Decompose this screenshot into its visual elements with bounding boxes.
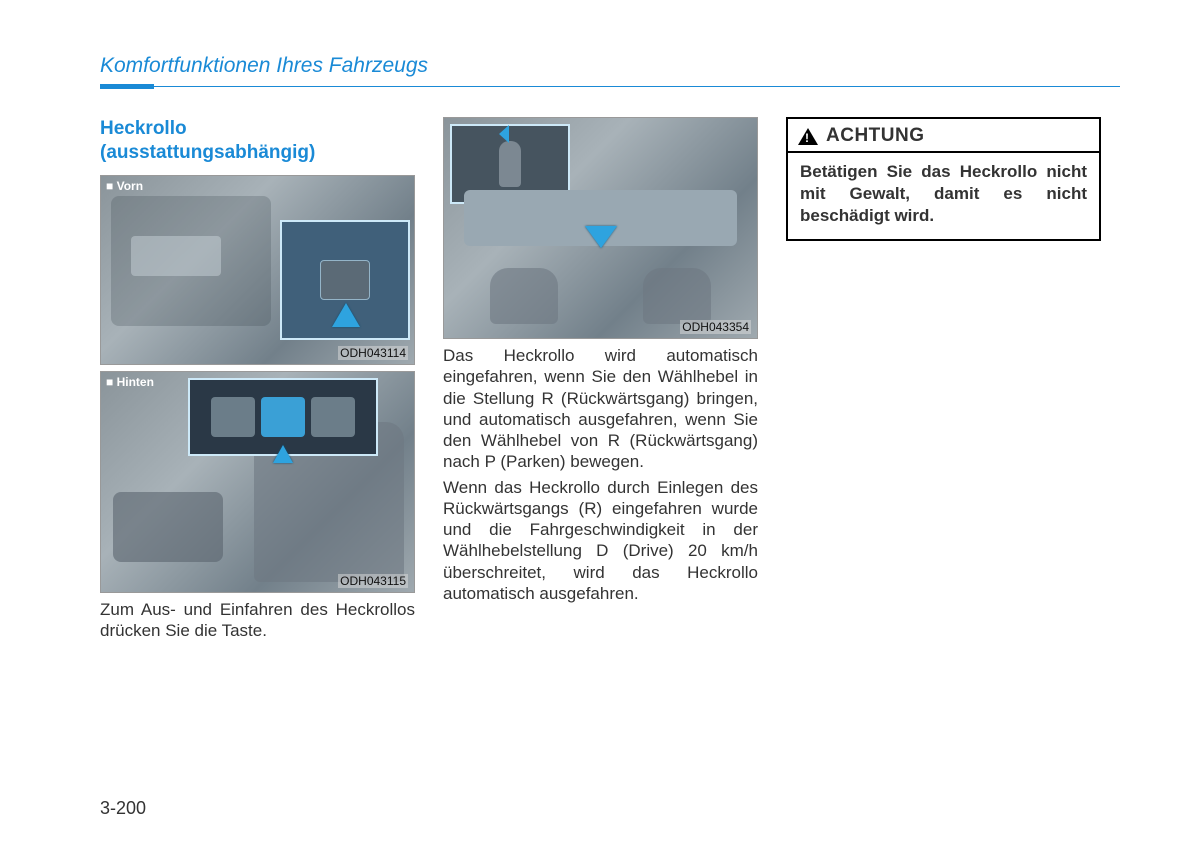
warning-header: ACHTUNG <box>788 119 1099 153</box>
section-title: Heckrollo (ausstattungsabhängig) <box>100 117 415 165</box>
warning-title: ACHTUNG <box>826 125 925 147</box>
warning-body: Betätigen Sie das Heckrollo nicht mit Ge… <box>788 153 1099 239</box>
page-number: 3-200 <box>100 798 146 819</box>
figure-rear-label: ■ Hinten <box>106 375 154 389</box>
figure-rear: ■ Hinten ODH043115 <box>100 371 415 593</box>
header-rule <box>100 84 1120 89</box>
chapter-title: Komfortfunktionen Ihres Fahrzeugs <box>100 54 1120 78</box>
figure-shade: ODH043354 <box>443 117 758 339</box>
figure-shade-code: ODH043354 <box>680 320 751 334</box>
figure-front-label: ■ Vorn <box>106 179 143 193</box>
column-3: ACHTUNG Betätigen Sie das Heckrollo nich… <box>786 117 1101 641</box>
figure-caption: Zum Aus- und Einfahren des Heckrollos dr… <box>100 599 415 642</box>
paragraph-2: Wenn das Heckrollo durch Einlegen des Rü… <box>443 477 758 605</box>
section-title-line2: (ausstattungsabhängig) <box>100 142 315 163</box>
warning-box: ACHTUNG Betätigen Sie das Heckrollo nich… <box>786 117 1101 241</box>
section-title-line1: Heckrollo <box>100 118 187 139</box>
column-2: ODH043354 Das Heckrollo wird automatisch… <box>443 117 758 641</box>
figure-rear-code: ODH043115 <box>338 574 408 588</box>
figure-front: ■ Vorn ODH043114 <box>100 175 415 365</box>
paragraph-1: Das Heckrollo wird automatisch eingefahr… <box>443 345 758 473</box>
column-1: Heckrollo (ausstattungsabhängig) ■ Vorn … <box>100 117 415 641</box>
warning-icon <box>798 128 818 145</box>
figure-front-code: ODH043114 <box>338 346 408 360</box>
